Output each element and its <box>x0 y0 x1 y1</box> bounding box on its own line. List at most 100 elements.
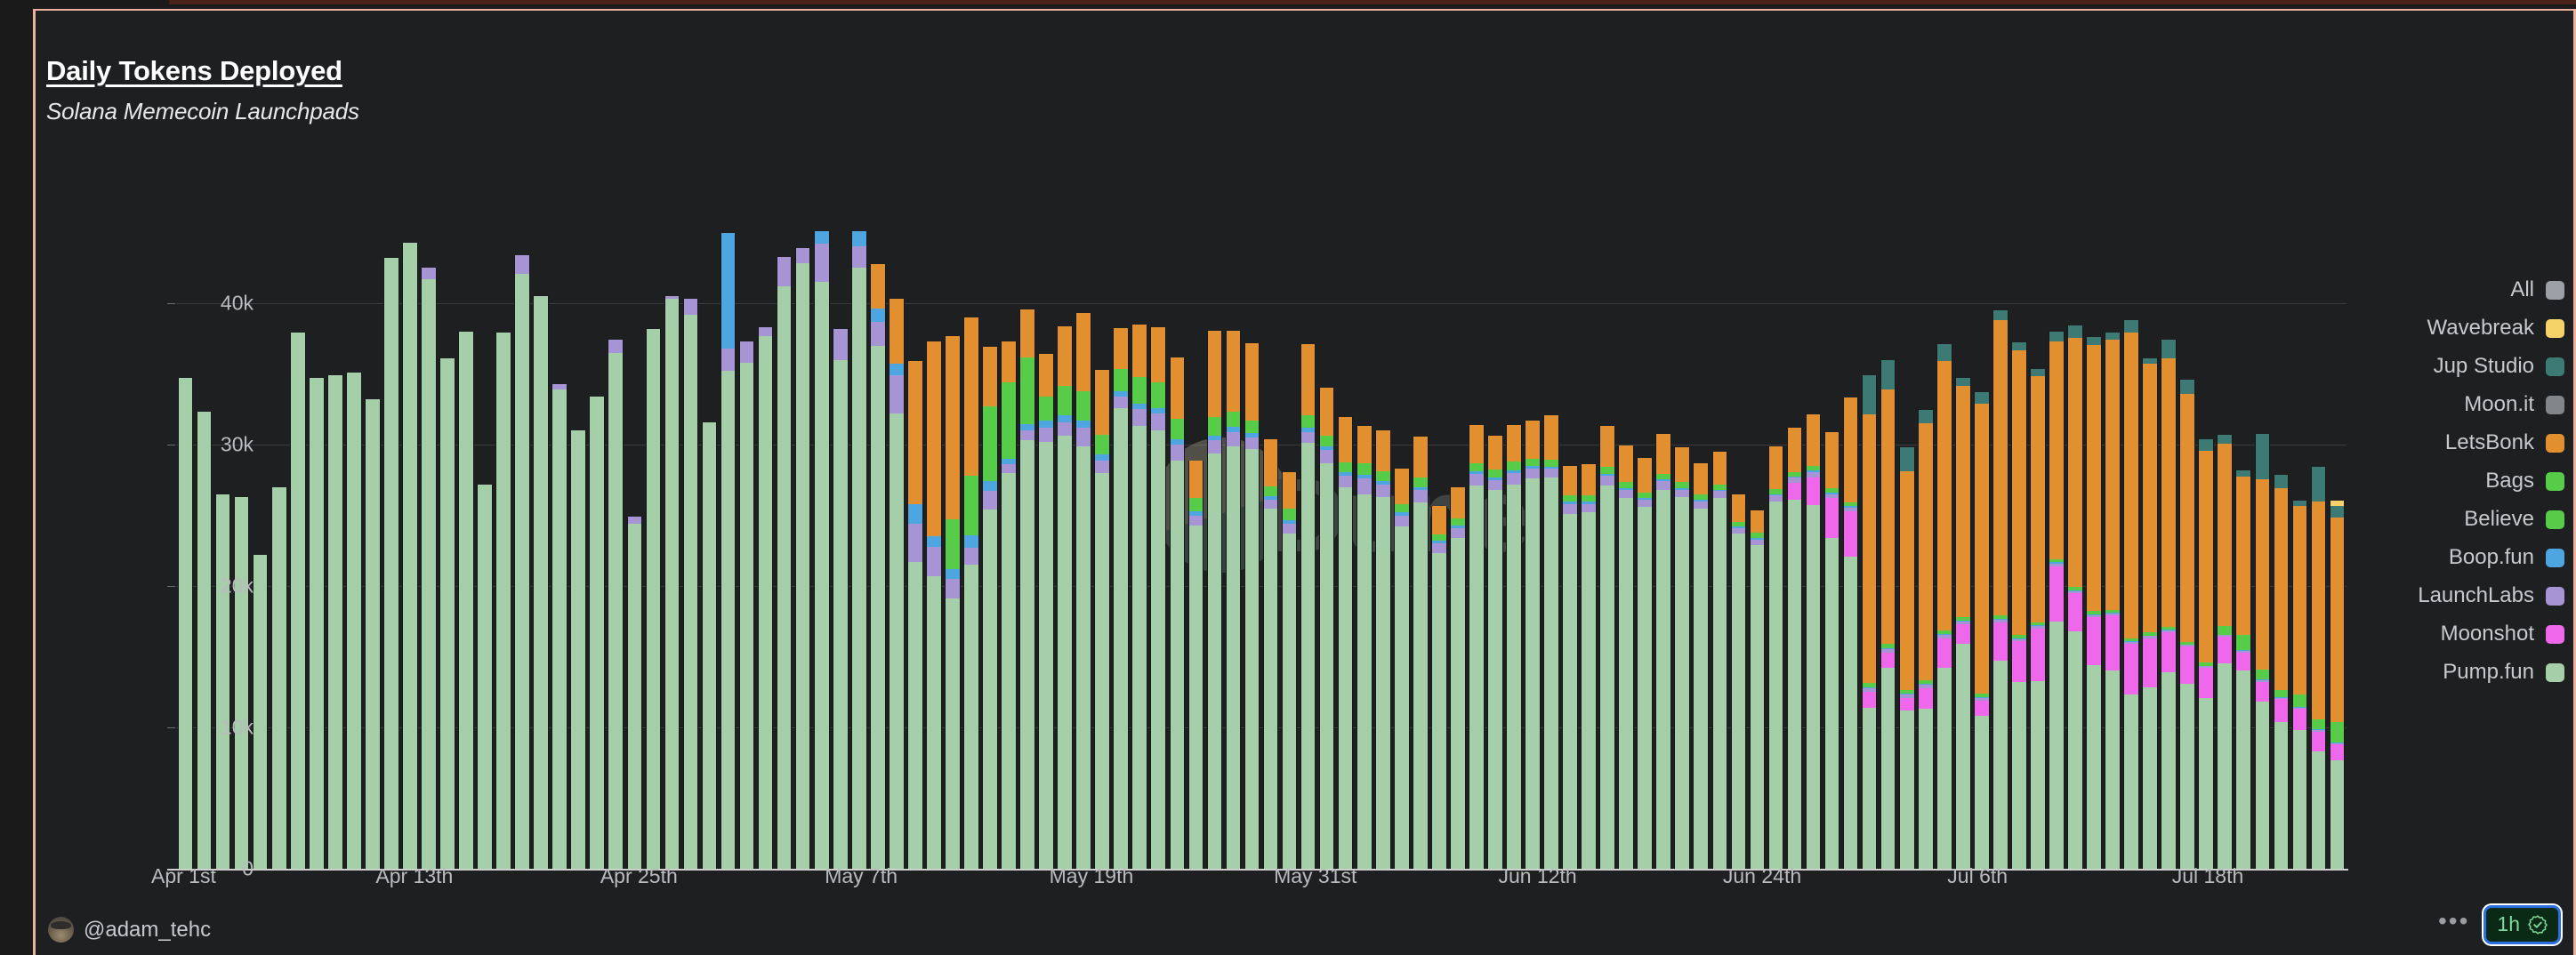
bar-column[interactable] <box>1674 446 1691 869</box>
bar-column[interactable] <box>1430 505 1447 869</box>
bar-column[interactable] <box>439 358 455 869</box>
bar-column[interactable] <box>252 555 269 869</box>
bar-column[interactable] <box>1169 357 1186 869</box>
bar-column[interactable] <box>2198 439 2215 869</box>
bar-column[interactable] <box>1206 331 1223 869</box>
bar-column[interactable] <box>1412 436 1429 869</box>
bar-column[interactable] <box>533 296 549 869</box>
legend-item-jup-studio[interactable]: Jup Studio <box>2418 354 2564 379</box>
bar-column[interactable] <box>701 421 718 869</box>
bar-column[interactable] <box>1374 430 1391 869</box>
bar-column[interactable] <box>2273 475 2290 869</box>
bar-column[interactable] <box>2067 325 2083 869</box>
bar-column[interactable] <box>1262 439 1279 869</box>
bar-column[interactable] <box>907 361 923 869</box>
bar-column[interactable] <box>945 335 961 869</box>
bar-column[interactable] <box>1805 413 1822 869</box>
bar-column[interactable] <box>1543 415 1559 869</box>
bar-column[interactable] <box>2086 336 2102 869</box>
bar-column[interactable] <box>1898 446 1915 869</box>
legend-item-bags[interactable]: Bags <box>2418 469 2564 494</box>
bar-column[interactable] <box>1637 458 1654 869</box>
bar-column[interactable] <box>1356 425 1373 869</box>
bar-column[interactable] <box>1038 354 1054 869</box>
bar-column[interactable] <box>2011 341 2027 869</box>
bar-column[interactable] <box>645 328 662 869</box>
bar-column[interactable] <box>1019 309 1035 869</box>
bar-column[interactable] <box>365 399 381 869</box>
legend-item-wavebreak[interactable]: Wavebreak <box>2418 316 2564 341</box>
bar-column[interactable] <box>2217 435 2234 869</box>
bar-column[interactable] <box>570 430 587 869</box>
legend-item-believe[interactable]: Believe <box>2418 507 2564 532</box>
bar-column[interactable] <box>1730 494 1747 869</box>
bar-column[interactable] <box>1581 464 1597 869</box>
bar-column[interactable] <box>1599 426 1615 869</box>
refresh-interval-button[interactable]: 1h <box>2483 905 2561 944</box>
bar-column[interactable] <box>720 232 737 869</box>
legend-item-all[interactable]: All <box>2418 277 2564 302</box>
bar-column[interactable] <box>1506 425 1522 869</box>
bar-column[interactable] <box>1562 465 1578 869</box>
legend-item-boop-fun[interactable]: Boop.fun <box>2418 545 2564 570</box>
bar-column[interactable] <box>1655 434 1672 869</box>
bar-column[interactable] <box>1936 344 1952 869</box>
bar-column[interactable] <box>1318 387 1335 869</box>
bar-column[interactable] <box>2161 340 2177 869</box>
legend-item-pump-fun[interactable]: Pump.fun <box>2418 660 2564 685</box>
bar-column[interactable] <box>589 396 606 869</box>
bar-column[interactable] <box>1469 424 1485 869</box>
bar-column[interactable] <box>1001 341 1017 869</box>
bar-column[interactable] <box>1187 460 1204 869</box>
bar-column[interactable] <box>850 230 867 869</box>
bar-column[interactable] <box>1861 374 1878 869</box>
bar-column[interactable] <box>421 268 437 869</box>
bar-column[interactable] <box>664 296 680 869</box>
bar-column[interactable] <box>214 494 231 869</box>
bar-column[interactable] <box>757 327 774 869</box>
bar-column[interactable] <box>1487 435 1503 869</box>
bar-column[interactable] <box>196 412 213 869</box>
legend-item-moonshot[interactable]: Moonshot <box>2418 622 2564 646</box>
bar-column[interactable] <box>1842 397 1859 869</box>
bar-column[interactable] <box>233 496 250 869</box>
bar-column[interactable] <box>608 339 624 869</box>
bar-column[interactable] <box>626 517 643 869</box>
bar-column[interactable] <box>1150 327 1167 869</box>
bar-column[interactable] <box>1618 445 1634 869</box>
bar-column[interactable] <box>2329 500 2346 869</box>
bar-column[interactable] <box>1393 469 1410 869</box>
bar-column[interactable] <box>1711 451 1728 869</box>
bar-column[interactable] <box>1973 392 1990 869</box>
bar-column[interactable] <box>1992 309 2008 869</box>
bar-column[interactable] <box>1300 344 1316 869</box>
bar-column[interactable] <box>1450 487 1466 869</box>
bar-column[interactable] <box>2254 433 2271 869</box>
bar-column[interactable] <box>551 384 568 869</box>
bar-column[interactable] <box>1244 342 1260 869</box>
bar-column[interactable] <box>1693 462 1710 869</box>
bar-column[interactable] <box>1823 431 1840 869</box>
legend-item-letsbonk[interactable]: LetsBonk <box>2418 430 2564 455</box>
bar-column[interactable] <box>345 372 362 869</box>
bar-column[interactable] <box>869 263 886 869</box>
bar-column[interactable] <box>1113 327 1130 869</box>
bar-column[interactable] <box>2142 357 2158 869</box>
bar-column[interactable] <box>1880 359 1896 869</box>
bar-column[interactable] <box>495 333 511 869</box>
bar-column[interactable] <box>177 378 194 869</box>
bar-column[interactable] <box>888 299 905 869</box>
bar-column[interactable] <box>289 333 306 869</box>
bar-column[interactable] <box>2049 331 2065 869</box>
ellipsis-icon[interactable]: ••• <box>2437 906 2470 935</box>
bar-column[interactable] <box>2123 319 2139 869</box>
bar-column[interactable] <box>270 486 287 869</box>
bar-column[interactable] <box>402 242 418 869</box>
bar-column[interactable] <box>1131 324 1148 869</box>
bar-column[interactable] <box>477 484 493 869</box>
bar-column[interactable] <box>2105 332 2121 869</box>
bar-column[interactable] <box>1917 410 1934 869</box>
bar-column[interactable] <box>326 375 343 869</box>
bar-column[interactable] <box>2179 380 2196 869</box>
bar-column[interactable] <box>1525 420 1541 869</box>
